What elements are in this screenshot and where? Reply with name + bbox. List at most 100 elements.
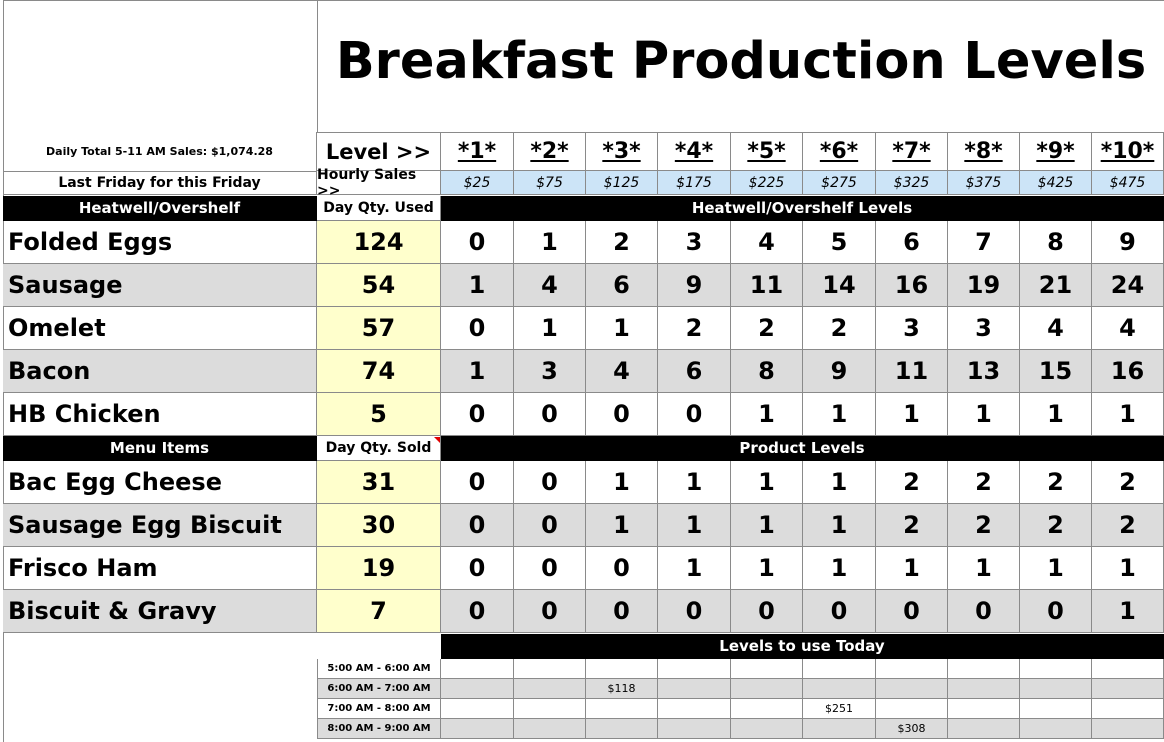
- last-friday-label: Last Friday for this Friday: [3, 171, 317, 195]
- menu-level-value: 1: [658, 461, 731, 504]
- menu-level-value: 1: [586, 504, 658, 547]
- menu-level-value: 1: [876, 547, 948, 590]
- heatwell-level-value: 1: [441, 350, 514, 393]
- heatwell-level-value: 3: [658, 221, 731, 264]
- menu-row-qty-sausage-egg-biscuit[interactable]: 30: [317, 504, 441, 547]
- menu-level-value: 0: [586, 590, 658, 633]
- heatwell-level-value: 0: [441, 307, 514, 350]
- menu-level-value: 1: [803, 547, 876, 590]
- level-header-6: *6*: [803, 132, 876, 171]
- today-level-cell: [1092, 659, 1164, 679]
- heatwell-level-value: 2: [586, 221, 658, 264]
- heatwell-level-value: 1: [803, 393, 876, 436]
- menu-level-value: 0: [514, 504, 586, 547]
- heatwell-level-value: 2: [731, 307, 803, 350]
- today-level-cell: [658, 679, 731, 699]
- heatwell-level-value: 4: [586, 350, 658, 393]
- menu-qty-label: Day Qty. Sold: [317, 436, 441, 461]
- menu-level-value: 0: [441, 504, 514, 547]
- heatwell-level-value: 6: [658, 350, 731, 393]
- menu-level-value: 2: [948, 461, 1020, 504]
- menu-section-label: Menu Items: [3, 436, 317, 461]
- heatwell-level-value: 1: [586, 307, 658, 350]
- menu-level-value: 2: [948, 504, 1020, 547]
- menu-level-value: 0: [441, 461, 514, 504]
- menu-row-name-sausage-egg-biscuit: Sausage Egg Biscuit: [3, 504, 317, 547]
- heatwell-level-value: 9: [658, 264, 731, 307]
- menu-level-value: 1: [731, 504, 803, 547]
- today-level-cell: [731, 679, 803, 699]
- menu-level-value: 1: [658, 504, 731, 547]
- heatwell-level-value: 1: [876, 393, 948, 436]
- today-level-cell: [803, 679, 876, 699]
- today-level-cell: [876, 659, 948, 679]
- hourly-sales-label: Hourly Sales >>: [317, 167, 441, 199]
- hourly-sales-9: $425: [1020, 171, 1092, 195]
- today-level-cell: $308: [876, 719, 948, 739]
- today-level-cell: [1020, 659, 1092, 679]
- heatwell-level-value: 1: [514, 307, 586, 350]
- menu-level-value: 0: [876, 590, 948, 633]
- heatwell-level-value: 8: [731, 350, 803, 393]
- menu-level-value: 1: [731, 547, 803, 590]
- heatwell-level-value: 14: [803, 264, 876, 307]
- heatwell-qty-label: Day Qty. Used: [317, 196, 441, 221]
- heatwell-level-value: 2: [803, 307, 876, 350]
- menu-level-value: 0: [731, 590, 803, 633]
- today-level-cell: [514, 679, 586, 699]
- today-level-cell: [514, 699, 586, 719]
- heatwell-row-name-omelet: Omelet: [3, 307, 317, 350]
- menu-row-name-biscuit-gravy: Biscuit & Gravy: [3, 590, 317, 633]
- heatwell-level-value: 1: [731, 393, 803, 436]
- level-header-5: *5*: [731, 132, 803, 171]
- today-level-cell: [803, 719, 876, 739]
- heatwell-row-qty-sausage[interactable]: 54: [317, 264, 441, 307]
- heatwell-level-value: 15: [1020, 350, 1092, 393]
- today-level-cell: [1020, 679, 1092, 699]
- heatwell-level-value: 0: [658, 393, 731, 436]
- menu-level-value: 0: [803, 590, 876, 633]
- heatwell-level-value: 13: [948, 350, 1020, 393]
- menu-level-value: 0: [1020, 590, 1092, 633]
- menu-level-value: 1: [1092, 590, 1164, 633]
- heatwell-level-value: 1: [1092, 393, 1164, 436]
- menu-row-qty-biscuit-gravy[interactable]: 7: [317, 590, 441, 633]
- heatwell-level-value: 8: [1020, 221, 1092, 264]
- menu-level-value: 2: [876, 504, 948, 547]
- today-level-cell: [948, 719, 1020, 739]
- menu-row-qty-bac-egg-cheese[interactable]: 31: [317, 461, 441, 504]
- heatwell-row-qty-bacon[interactable]: 74: [317, 350, 441, 393]
- heatwell-level-value: 1: [514, 221, 586, 264]
- heatwell-row-qty-hb-chicken[interactable]: 5: [317, 393, 441, 436]
- heatwell-row-qty-omelet[interactable]: 57: [317, 307, 441, 350]
- today-level-cell: [731, 699, 803, 719]
- menu-level-value: 0: [514, 547, 586, 590]
- heatwell-level-value: 0: [586, 393, 658, 436]
- menu-level-value: 1: [658, 547, 731, 590]
- menu-level-value: 1: [803, 461, 876, 504]
- today-level-cell: [803, 659, 876, 679]
- heatwell-level-value: 4: [1020, 307, 1092, 350]
- heatwell-level-value: 0: [514, 393, 586, 436]
- heatwell-row-name-hb-chicken: HB Chicken: [3, 393, 317, 436]
- comment-marker-icon: [434, 437, 440, 443]
- menu-row-qty-frisco-ham[interactable]: 19: [317, 547, 441, 590]
- menu-levels-label: Product Levels: [441, 436, 1164, 461]
- heatwell-level-value: 0: [441, 221, 514, 264]
- today-level-cell: [441, 659, 514, 679]
- heatwell-row-qty-folded-eggs[interactable]: 124: [317, 221, 441, 264]
- menu-level-value: 1: [731, 461, 803, 504]
- heatwell-level-value: 4: [514, 264, 586, 307]
- menu-level-value: 0: [948, 590, 1020, 633]
- heatwell-section-label: Heatwell/Overshelf: [3, 196, 317, 221]
- heatwell-level-value: 24: [1092, 264, 1164, 307]
- today-level-cell: [658, 719, 731, 739]
- today-level-cell: [1092, 699, 1164, 719]
- heatwell-level-value: 3: [876, 307, 948, 350]
- today-level-cell: $251: [803, 699, 876, 719]
- menu-level-value: 0: [441, 590, 514, 633]
- today-time-label: 6:00 AM - 7:00 AM: [317, 679, 441, 699]
- today-level-cell: [658, 659, 731, 679]
- heatwell-level-value: 1: [948, 393, 1020, 436]
- heatwell-level-value: 6: [586, 264, 658, 307]
